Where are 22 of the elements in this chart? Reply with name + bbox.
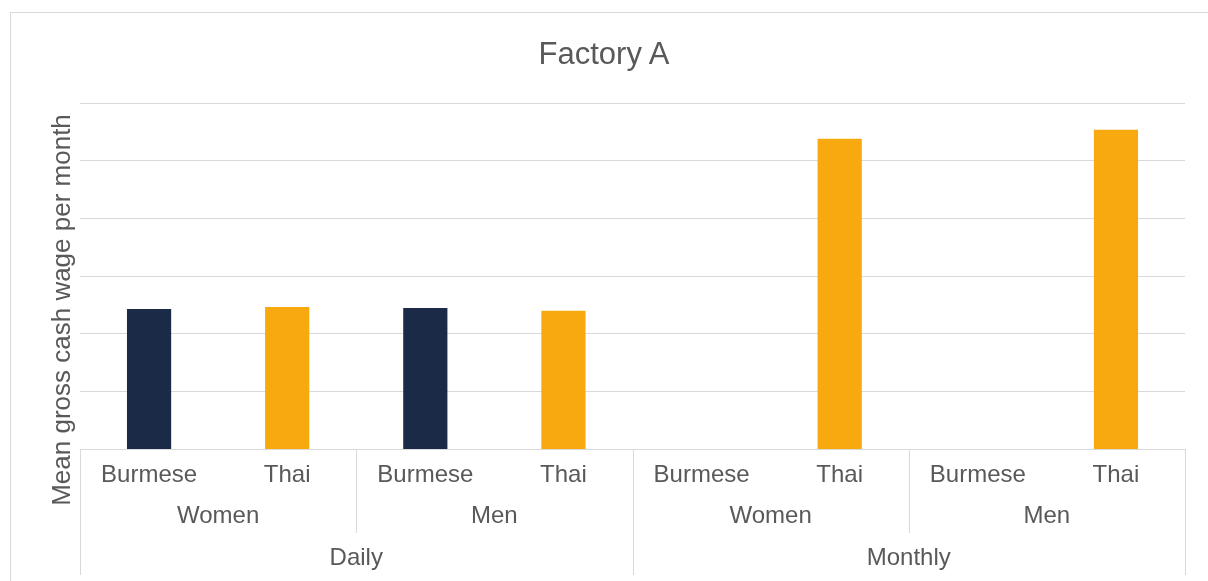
bar <box>541 310 586 449</box>
bar <box>817 138 862 449</box>
text: Daily <box>329 543 383 570</box>
x-tick-label: Burmese <box>653 459 750 487</box>
x-tick-label: Thai <box>263 459 311 487</box>
text: Men <box>471 501 518 528</box>
text: Women <box>729 501 812 528</box>
y-axis-title: Mean gross cash wage per month <box>46 114 76 506</box>
bar <box>1093 129 1139 449</box>
x-tick-label: Burmese <box>377 459 474 487</box>
chart-title: Factory A <box>538 36 670 71</box>
text: Monthly <box>866 543 951 570</box>
text: Men <box>1023 501 1071 528</box>
bar <box>403 307 448 449</box>
x-tick-label: Thai <box>816 459 864 487</box>
bar <box>126 308 172 449</box>
x-tick-label: Thai <box>540 459 587 487</box>
x-tick-label: Thai <box>1092 459 1140 487</box>
text: Women <box>176 501 260 528</box>
x-tick-label: Burmese <box>929 459 1026 487</box>
x-tick-label: Burmese <box>101 459 198 487</box>
bar <box>265 306 310 449</box>
